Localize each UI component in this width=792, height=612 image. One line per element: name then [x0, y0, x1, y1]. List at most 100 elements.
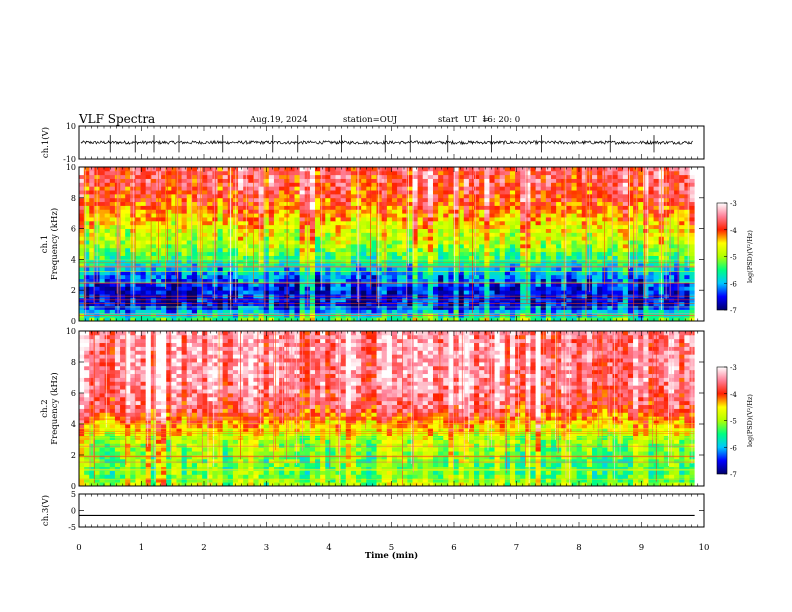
heatmap-cell: [253, 174, 259, 179]
heatmap-cell: [612, 305, 619, 310]
heatmap-cell: [653, 267, 660, 272]
heatmap-cell: [550, 305, 557, 310]
heatmap-cell: [530, 170, 536, 176]
heatmap-cell: [607, 282, 613, 287]
heatmap-cell: [648, 274, 654, 280]
heatmap-cell: [140, 224, 147, 229]
heatmap-cell: [207, 209, 213, 214]
heatmap-cell: [438, 244, 444, 249]
heatmap-cell: [622, 270, 629, 276]
heatmap-cell: [279, 317, 285, 321]
heatmap-cell: [135, 274, 141, 280]
heatmap-cell: [556, 309, 562, 314]
heatmap-cell: [438, 282, 444, 287]
heatmap-cell: [540, 217, 547, 222]
heatmap-cell: [361, 290, 367, 295]
heatmap-cell: [89, 224, 95, 229]
heatmap-cell: [520, 178, 526, 183]
heatmap-cell: [181, 259, 188, 264]
heatmap-cell: [253, 251, 259, 256]
heatmap-cell: [207, 236, 213, 241]
heatmap-cell: [99, 263, 106, 268]
heatmap-cell: [263, 240, 270, 245]
heatmap-cell: [412, 270, 418, 276]
heatmap-cell: [263, 255, 270, 260]
heatmap-cell: [371, 301, 377, 306]
heatmap-cell: [294, 282, 300, 287]
heatmap-cell: [581, 174, 588, 179]
heatmap-cell: [540, 251, 547, 256]
heatmap-cell: [443, 178, 449, 183]
heatmap-cell: [581, 193, 588, 199]
heatmap-cell: [171, 186, 177, 191]
heatmap-cell: [366, 193, 372, 199]
heatmap-cell: [212, 228, 218, 233]
heatmap-cell: [299, 236, 306, 241]
heatmap-cell: [294, 174, 300, 179]
heatmap-cell: [238, 205, 244, 210]
heatmap-cell: [325, 228, 331, 233]
heatmap-cell: [468, 228, 475, 233]
heatmap-cell: [109, 186, 116, 191]
heatmap-cell: [104, 178, 111, 183]
heatmap-cell: [238, 167, 244, 172]
heatmap-cell: [150, 232, 157, 237]
heatmap-cell: [268, 305, 275, 310]
heatmap-cell: [125, 305, 131, 310]
heatmap-cell: [309, 274, 316, 280]
heatmap-cell: [238, 186, 244, 191]
heatmap-cell: [145, 232, 152, 237]
heatmap-cell: [330, 305, 336, 310]
heatmap-cell: [186, 309, 193, 314]
heatmap-cell: [412, 182, 418, 187]
heatmap-cell: [166, 305, 172, 310]
heatmap-cell: [479, 236, 485, 241]
heatmap-cell: [150, 282, 157, 287]
heatmap-cell: [258, 220, 265, 226]
heatmap-cell: [309, 197, 316, 203]
heatmap-cell: [196, 217, 203, 222]
heatmap-cell: [125, 205, 131, 210]
heatmap-cell: [340, 263, 347, 268]
heatmap-cell: [109, 278, 116, 283]
heatmap-cell: [674, 255, 680, 260]
heatmap-cell: [294, 182, 300, 187]
heatmap-cell: [330, 282, 336, 287]
heatmap-cell: [438, 193, 444, 199]
heatmap-cell: [345, 236, 352, 241]
heatmap-cell: [648, 259, 654, 264]
heatmap-cell: [684, 286, 690, 291]
heatmap-cell: [176, 270, 182, 276]
heatmap-cell: [166, 220, 172, 226]
heatmap-cell: [299, 290, 306, 295]
heatmap-cell: [202, 309, 208, 314]
heatmap-cell: [191, 267, 198, 272]
heatmap-cell: [525, 301, 531, 306]
heatmap-cell: [135, 290, 141, 295]
heatmap-cell: [592, 240, 598, 245]
heatmap-cell: [571, 178, 578, 183]
heatmap-cell: [474, 197, 480, 203]
heatmap-cell: [607, 251, 613, 256]
heatmap-cell: [612, 182, 619, 187]
heatmap-cell: [125, 251, 131, 256]
heatmap-cell: [258, 213, 265, 218]
heatmap-cell: [648, 255, 654, 260]
heatmap-cell: [299, 174, 306, 179]
heatmap-cell: [217, 263, 224, 268]
heatmap-cell: [474, 186, 480, 191]
heatmap-cell: [612, 270, 619, 276]
heatmap-cell: [248, 244, 254, 249]
heatmap-cell: [145, 263, 152, 268]
heatmap-cell: [581, 290, 588, 295]
heatmap-cell: [350, 232, 357, 237]
heatmap-cell: [653, 236, 660, 241]
heatmap-cell: [540, 170, 547, 176]
heatmap-cell: [463, 193, 470, 199]
heatmap-cell: [89, 167, 95, 172]
heatmap-cell: [268, 286, 275, 291]
heatmap-cell: [550, 201, 557, 206]
heatmap-cell: [422, 224, 429, 229]
heatmap-cell: [79, 232, 85, 237]
